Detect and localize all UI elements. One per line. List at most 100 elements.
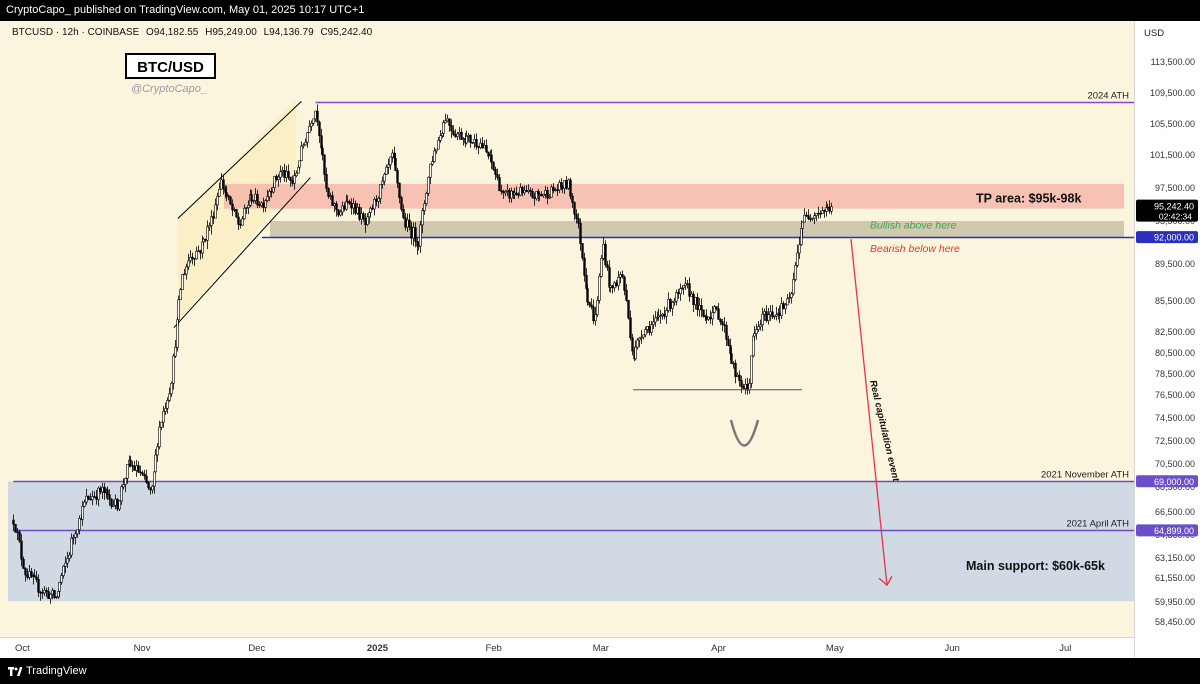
candle[interactable] [247, 200, 250, 215]
candle[interactable] [515, 186, 518, 196]
candle[interactable] [627, 300, 630, 320]
candle[interactable] [49, 592, 52, 604]
candle[interactable] [277, 174, 280, 187]
candle[interactable] [289, 176, 292, 187]
candle[interactable] [531, 188, 534, 199]
candle[interactable] [673, 297, 676, 306]
candle[interactable] [76, 529, 79, 538]
candle[interactable] [293, 170, 296, 190]
candle[interactable] [55, 596, 58, 599]
candle[interactable] [35, 570, 38, 583]
candle[interactable] [53, 589, 56, 599]
candle[interactable] [250, 190, 253, 205]
candle[interactable] [788, 291, 791, 304]
candle[interactable] [172, 353, 175, 390]
candle[interactable] [12, 514, 15, 531]
candle[interactable] [496, 168, 499, 181]
candle[interactable] [216, 192, 219, 211]
candle[interactable] [91, 490, 94, 506]
candle[interactable] [429, 163, 432, 185]
candle[interactable] [141, 470, 144, 477]
candle[interactable] [72, 534, 75, 545]
candle[interactable] [575, 209, 578, 224]
candle[interactable] [675, 289, 678, 306]
candle[interactable] [14, 524, 17, 533]
candle[interactable] [160, 421, 163, 430]
candle[interactable] [696, 292, 699, 317]
candle[interactable] [790, 291, 793, 304]
candle[interactable] [567, 178, 570, 190]
candle[interactable] [650, 320, 653, 336]
candle[interactable] [640, 330, 643, 344]
candle[interactable] [552, 183, 555, 194]
candle[interactable] [634, 340, 637, 361]
candle[interactable] [444, 113, 447, 124]
candle[interactable] [295, 170, 298, 178]
candle[interactable] [377, 196, 380, 209]
candle[interactable] [83, 499, 86, 508]
candle[interactable] [174, 339, 177, 358]
candle[interactable] [45, 587, 48, 598]
candle[interactable] [177, 295, 180, 325]
candle[interactable] [546, 186, 549, 205]
candle[interactable] [208, 222, 211, 232]
candle[interactable] [187, 253, 190, 271]
candle[interactable] [381, 176, 384, 189]
candle[interactable] [786, 294, 789, 306]
candle[interactable] [131, 460, 134, 473]
candle[interactable] [492, 161, 495, 171]
candle[interactable] [450, 119, 453, 139]
candle[interactable] [623, 275, 626, 296]
candle[interactable] [335, 200, 338, 217]
candle[interactable] [68, 552, 71, 562]
candle[interactable] [300, 141, 303, 162]
candle[interactable] [323, 153, 326, 182]
candle[interactable] [264, 199, 267, 212]
candle[interactable] [490, 149, 493, 170]
candle[interactable] [129, 455, 132, 468]
candle[interactable] [225, 185, 228, 202]
candles[interactable] [12, 104, 833, 604]
candle[interactable] [206, 220, 209, 250]
candle[interactable] [711, 306, 714, 326]
candle[interactable] [245, 207, 248, 215]
candle[interactable] [110, 498, 113, 509]
candle[interactable] [126, 464, 129, 484]
candle[interactable] [227, 194, 230, 201]
candle[interactable] [256, 190, 259, 208]
candle[interactable] [143, 469, 146, 480]
candle[interactable] [734, 359, 737, 384]
candle[interactable] [118, 500, 121, 512]
candle[interactable] [116, 498, 119, 512]
candle[interactable] [423, 200, 426, 215]
candle[interactable] [137, 461, 140, 474]
candle[interactable] [30, 567, 33, 579]
candle[interactable] [18, 529, 21, 543]
candle[interactable] [621, 270, 624, 279]
candle[interactable] [318, 120, 321, 143]
price-chart[interactable]: 2024 ATH 2021 November ATH 2021 April ATH B… [0, 21, 1200, 658]
candle[interactable] [452, 125, 455, 137]
candle[interactable] [158, 420, 161, 450]
candle[interactable] [475, 133, 478, 150]
candle[interactable] [385, 164, 388, 176]
candle[interactable] [287, 164, 290, 180]
candle[interactable] [237, 212, 240, 231]
candle[interactable] [222, 174, 225, 195]
candle[interactable] [383, 172, 386, 186]
candle[interactable] [20, 533, 23, 567]
candle[interactable] [550, 184, 553, 198]
candle[interactable] [738, 370, 741, 387]
candle[interactable] [162, 406, 165, 428]
candle[interactable] [321, 144, 324, 161]
candle[interactable] [70, 533, 73, 558]
candle[interactable] [414, 222, 417, 248]
candle[interactable] [195, 246, 198, 260]
candle[interactable] [60, 572, 63, 585]
candle[interactable] [398, 182, 401, 204]
candle[interactable] [579, 218, 582, 251]
candle[interactable] [168, 387, 171, 403]
candle[interactable] [598, 273, 601, 304]
candle[interactable] [504, 189, 507, 197]
candle[interactable] [796, 244, 799, 268]
